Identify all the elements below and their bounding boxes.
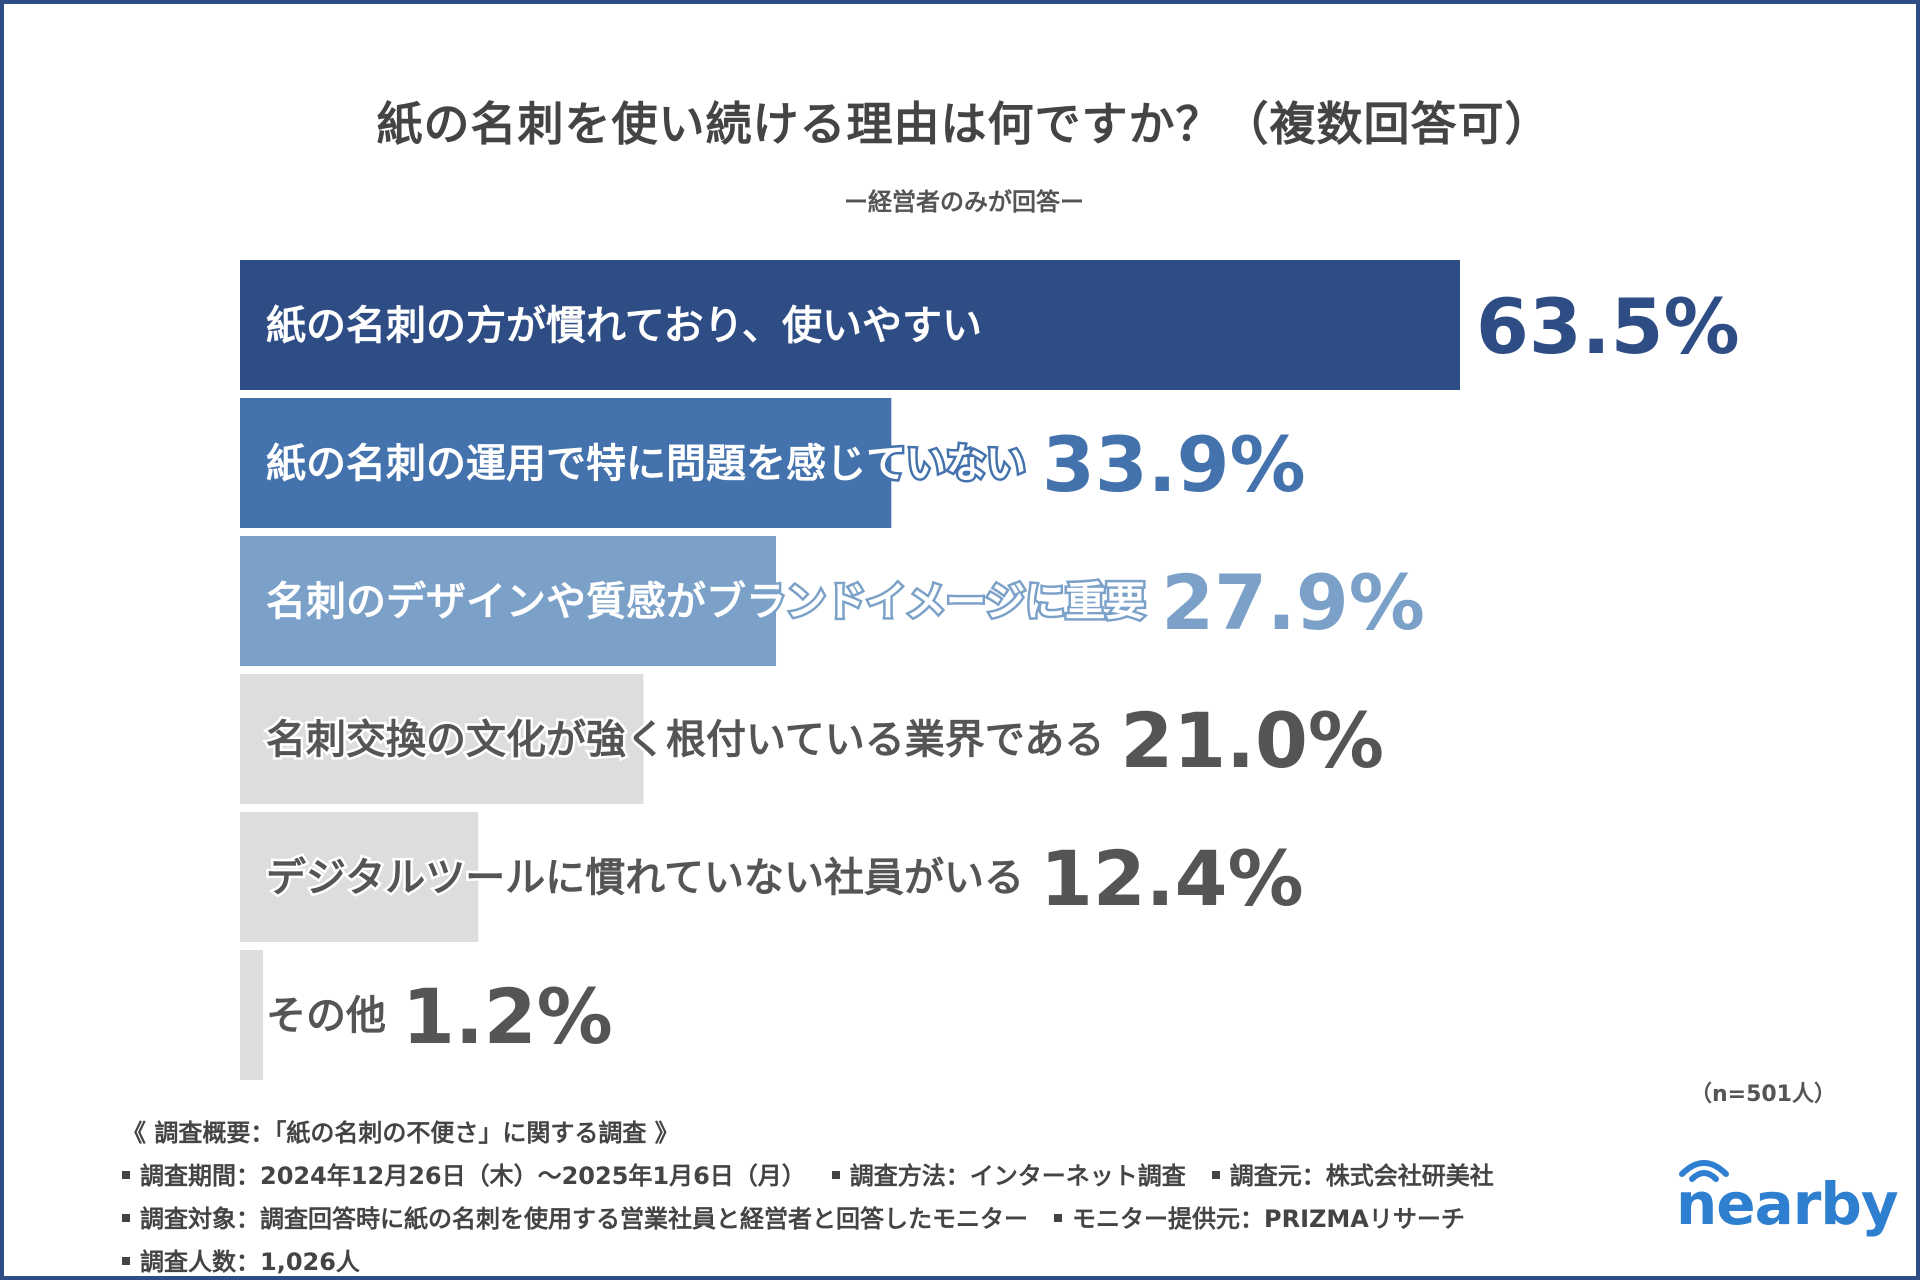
bar-4 xyxy=(240,812,479,942)
bar-1 xyxy=(240,398,892,528)
bullet-icon xyxy=(1211,1171,1220,1179)
survey-period: 調査期間：2024年12月26日（木）～2025年1月6日（月） xyxy=(140,1162,806,1190)
survey-count: 調査人数：1,026人 xyxy=(140,1248,360,1276)
survey-row-2: 調査対象：調査回答時に紙の名刺を使用する営業社員と経営者と回答したモニター モニタ… xyxy=(122,1198,1622,1241)
sample-size-note: （n=501人） xyxy=(1689,1082,1836,1107)
bullet-icon xyxy=(831,1171,840,1179)
chart-title: 紙の名刺を使い続ける理由は何ですか？（複数回答可） xyxy=(376,97,1552,151)
bar-label-0: 紙の名刺の方が慣れており、使いやすい xyxy=(266,303,982,349)
survey-row-3: 調査人数：1,026人 xyxy=(122,1241,1622,1284)
bar-chart: 紙の名刺の方が慣れており、使いやすい 63.5% 紙の名刺の運用で特に問題を感じてい… xyxy=(240,260,1740,1080)
survey-row-1: 調査期間：2024年12月26日（木）～2025年1月6日（月） 調査方法：インタ… xyxy=(122,1155,1622,1198)
bullet-icon xyxy=(122,1214,130,1222)
wifi-icon xyxy=(1679,1160,1729,1182)
bar-label-3: 名刺交換の文化が強く根付いている業界である xyxy=(266,717,1104,763)
survey-provider: モニター提供元：PRIZMAリサーチ xyxy=(1072,1205,1465,1233)
bar-value-5: 1.2% xyxy=(402,972,613,1061)
bar-value-4: 12.4% xyxy=(1040,834,1304,923)
bar-2 xyxy=(240,536,777,666)
bar-label-4: デジタルツールに慣れていない社員がいる xyxy=(266,855,1024,901)
survey-source: 調査元：株式会社研美社 xyxy=(1229,1162,1494,1190)
nearby-logo: nearby xyxy=(1676,1152,1899,1238)
survey-target: 調査対象：調査回答時に紙の名刺を使用する営業社員と経営者と回答したモニター xyxy=(140,1205,1028,1233)
brand-name: nearby xyxy=(1676,1170,1899,1238)
chart-subtitle: ー経営者のみが回答ー xyxy=(844,188,1084,216)
bar-value-0: 63.5% xyxy=(1476,282,1740,371)
bar-label-5: その他 xyxy=(266,993,386,1039)
bar-value-3: 21.0% xyxy=(1120,696,1384,785)
bar-label-1: 紙の名刺の運用で特に問題を感じていない xyxy=(266,441,1026,487)
survey-summary: 《 調査概要：「紙の名刺の不便さ」に関する調査 》 調査期間：2024年12月2… xyxy=(122,1112,1622,1284)
bar-value-2: 27.9% xyxy=(1161,558,1425,647)
bullet-icon xyxy=(1054,1214,1062,1222)
survey-heading: 《 調査概要：「紙の名刺の不便さ」に関する調査 》 xyxy=(122,1119,679,1147)
bar-label-2: 名刺のデザインや質感がブランドイメージに重要 xyxy=(266,579,1145,625)
bullet-icon xyxy=(122,1257,130,1265)
bullet-icon xyxy=(122,1171,130,1179)
survey-method: 調査方法：インターネット調査 xyxy=(849,1162,1186,1190)
bar-value-1: 33.9% xyxy=(1042,420,1306,509)
bar-5 xyxy=(240,950,264,1080)
bar-3 xyxy=(240,674,644,804)
bar-0 xyxy=(240,260,1460,390)
